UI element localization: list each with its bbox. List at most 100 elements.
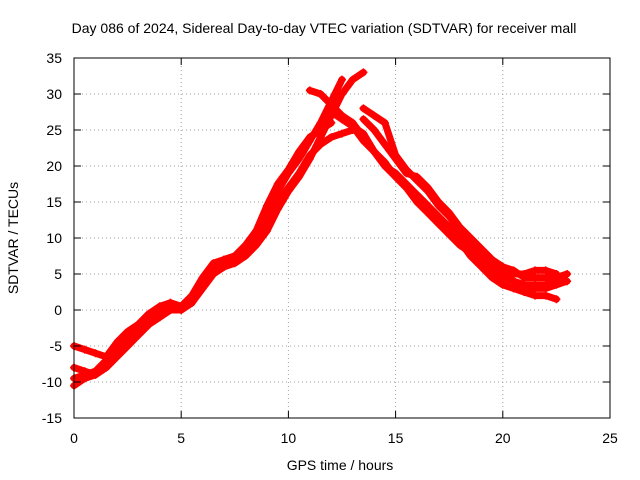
data-point xyxy=(552,273,561,282)
data-point xyxy=(166,298,175,307)
data-point xyxy=(541,280,550,289)
series-track xyxy=(327,108,571,292)
data-point xyxy=(413,190,422,199)
data-point xyxy=(262,201,271,210)
data-point xyxy=(391,154,400,163)
x-axis-label: GPS time / hours xyxy=(287,457,394,473)
x-tick-label: 0 xyxy=(70,430,78,446)
data-point xyxy=(498,280,507,289)
data-point xyxy=(91,370,100,379)
data-point xyxy=(177,302,186,311)
data-point xyxy=(220,255,229,264)
y-tick-label: 25 xyxy=(46,122,62,138)
data-point xyxy=(488,262,497,271)
y-tick-label: -5 xyxy=(50,338,63,354)
data-point xyxy=(134,327,143,336)
data-point xyxy=(413,172,422,181)
data-point xyxy=(530,291,539,300)
data-point xyxy=(380,158,389,167)
data-point xyxy=(338,111,346,120)
data-point xyxy=(359,136,368,145)
series-track-2 xyxy=(70,75,346,383)
data-point xyxy=(316,118,325,127)
series-track xyxy=(70,68,367,379)
data-point xyxy=(563,277,572,286)
data-point xyxy=(327,108,336,116)
data-point xyxy=(252,226,261,235)
data-point xyxy=(316,126,325,134)
data-point xyxy=(509,284,518,293)
data-point xyxy=(209,259,218,268)
data-point xyxy=(391,172,400,181)
data-point xyxy=(380,140,389,149)
series-track xyxy=(359,104,560,289)
data-point xyxy=(509,277,518,286)
data-point xyxy=(305,133,314,142)
data-point xyxy=(423,201,432,210)
data-point xyxy=(230,252,239,260)
data-point xyxy=(359,104,368,113)
data-point xyxy=(338,129,346,138)
data-point xyxy=(338,90,346,98)
x-tick-label: 5 xyxy=(177,430,185,446)
data-point xyxy=(434,198,443,206)
data-point xyxy=(338,75,346,84)
x-tick-label: 15 xyxy=(388,430,404,446)
data-point xyxy=(102,352,111,361)
data-point xyxy=(520,288,529,296)
y-tick-label: -15 xyxy=(42,410,62,426)
series-track-8 xyxy=(338,111,561,304)
data-point xyxy=(477,244,486,253)
data-point xyxy=(488,273,497,282)
data-point xyxy=(359,115,368,124)
data-point xyxy=(241,241,250,250)
data-point xyxy=(370,126,379,134)
data-point xyxy=(155,302,164,311)
y-tick-label: 20 xyxy=(46,158,62,174)
data-point xyxy=(423,183,432,192)
chart-title: Day 086 of 2024, Sidereal Day-to-day VTE… xyxy=(72,20,577,36)
data-point xyxy=(541,291,550,300)
data-point xyxy=(112,338,121,347)
data-point xyxy=(316,90,325,98)
data-point xyxy=(455,237,464,246)
data-point xyxy=(359,68,368,77)
data-point xyxy=(402,183,411,192)
data-point xyxy=(380,118,389,127)
y-tick-label: 35 xyxy=(46,50,62,66)
data-point xyxy=(509,266,518,275)
data-point xyxy=(348,122,357,131)
data-point xyxy=(273,205,282,214)
data-points xyxy=(70,68,572,390)
data-point xyxy=(123,327,132,336)
data-point xyxy=(327,118,336,127)
data-point xyxy=(230,259,239,268)
data-point xyxy=(295,147,304,156)
data-point xyxy=(273,180,282,188)
data-point xyxy=(252,241,261,250)
data-point xyxy=(284,165,293,174)
x-tick-label: 20 xyxy=(495,430,511,446)
y-axis-label: SDTVAR / TECUs xyxy=(5,182,21,294)
data-point xyxy=(445,226,454,235)
y-tick-label: 5 xyxy=(54,266,62,282)
data-point xyxy=(134,320,143,329)
series-track-4 xyxy=(70,118,336,361)
data-point xyxy=(402,169,411,178)
data-point xyxy=(520,273,529,282)
data-point xyxy=(220,262,229,271)
y-tick-label: 10 xyxy=(46,230,62,246)
data-point xyxy=(445,208,454,217)
data-point xyxy=(187,291,196,300)
x-tick-label: 25 xyxy=(602,430,618,446)
axis-ticks: 0 5 10 15 20 25 -15 -10 -5 0 5 10 15 20 25 30 35 xyxy=(42,50,618,446)
y-tick-label: -10 xyxy=(42,374,62,390)
y-tick-label: 15 xyxy=(46,194,62,210)
data-point xyxy=(305,86,314,95)
data-point xyxy=(295,172,304,181)
data-point xyxy=(498,270,507,278)
data-point xyxy=(370,111,379,120)
data-point xyxy=(466,234,475,242)
data-point xyxy=(145,309,154,318)
data-point xyxy=(262,226,271,235)
